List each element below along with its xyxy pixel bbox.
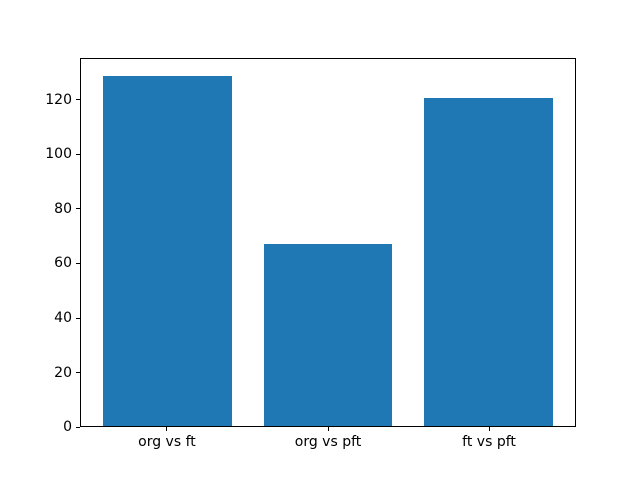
y-tick-label: 120	[45, 91, 72, 108]
y-tick-mark	[76, 153, 80, 155]
y-tick-mark	[76, 317, 80, 319]
y-tick-label: 100	[45, 146, 72, 163]
y-tick-label: 0	[63, 419, 72, 436]
bar-2	[424, 97, 553, 427]
y-tick-mark	[76, 208, 80, 210]
x-tick-mark	[166, 427, 168, 432]
y-tick-label: 20	[54, 364, 72, 381]
bar-0	[103, 76, 232, 427]
x-tick-label: org vs pft	[294, 434, 362, 451]
bar-1	[263, 244, 393, 427]
y-tick-mark	[76, 99, 80, 101]
x-tick-label: org vs ft	[138, 434, 196, 451]
x-tick-mark	[488, 427, 490, 432]
y-tick-label: 60	[54, 255, 72, 272]
x-tick-mark	[327, 427, 329, 432]
x-tick-label: ft vs pft	[462, 434, 516, 451]
y-tick-mark	[76, 372, 80, 374]
y-tick-label: 80	[54, 200, 72, 217]
y-tick-label: 40	[54, 310, 72, 327]
y-tick-mark	[76, 262, 80, 264]
plot-area	[80, 57, 576, 428]
y-tick-mark	[76, 426, 80, 428]
